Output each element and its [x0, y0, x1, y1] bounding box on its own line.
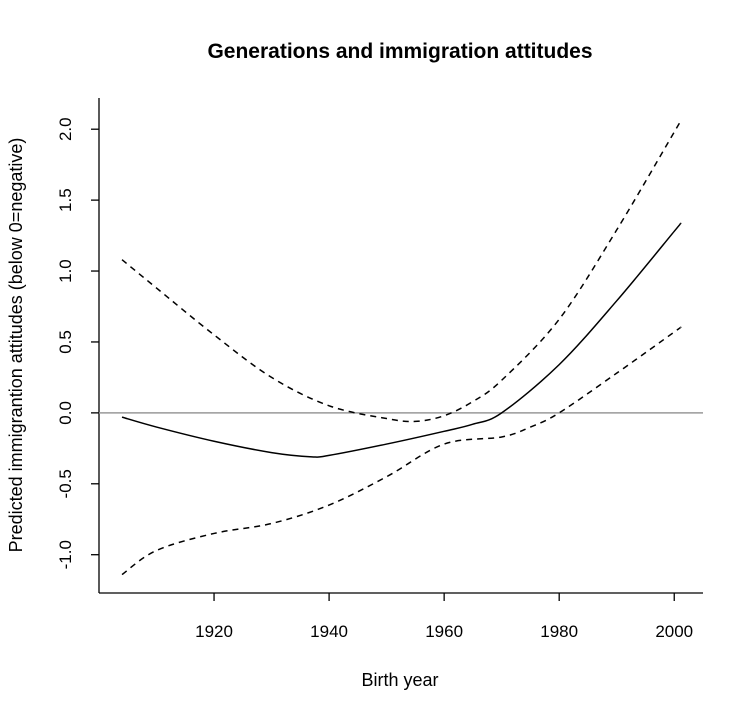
chart-title: Generations and immigration attitudes — [207, 40, 592, 63]
upper-confidence-line — [121, 120, 682, 423]
x-tick-label: 2000 — [655, 622, 693, 641]
x-axis-title: Birth year — [361, 670, 438, 690]
x-tick-label: 1960 — [425, 622, 463, 641]
x-tick-label: 1980 — [540, 622, 578, 641]
y-tick-label: 1.0 — [56, 259, 75, 283]
y-tick-label: -1.0 — [56, 540, 75, 569]
y-tick-label: -0.5 — [56, 469, 75, 498]
y-tick-label: 2.0 — [56, 117, 75, 141]
lower-confidence-line — [121, 326, 682, 576]
y-axis-title: Predicted immigrantion attitudes (below … — [6, 138, 26, 553]
plot-area: 1920 1940 1960 1980 2000 -1.0 -0.5 0.0 0.5 1.0 1.5… — [56, 98, 703, 641]
x-tick-label: 1920 — [195, 622, 233, 641]
x-tick-label: 1940 — [310, 622, 348, 641]
estimate-line — [121, 222, 682, 458]
y-tick-label: 1.5 — [56, 188, 75, 212]
y-tick-label: 0.0 — [56, 401, 75, 425]
y-tick-label: 0.5 — [56, 330, 75, 354]
